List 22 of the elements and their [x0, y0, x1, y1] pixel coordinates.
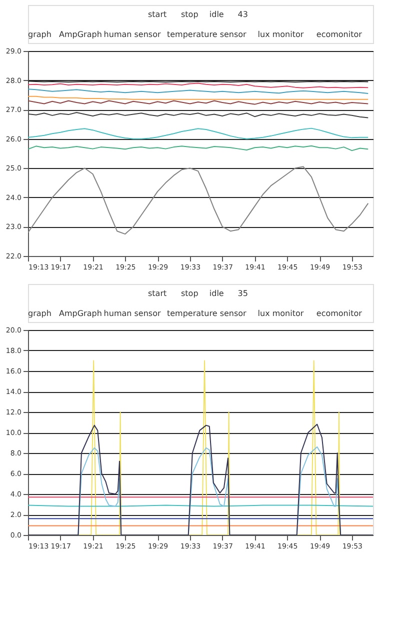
text: AmpGraph: [59, 30, 102, 39]
text: graph: [28, 30, 52, 39]
text: lux monitor: [258, 309, 304, 318]
line-series: [28, 166, 369, 235]
text: graph: [28, 309, 52, 318]
text: idle: [209, 10, 224, 19]
text: human sensor: [104, 30, 162, 39]
text: human sensor: [104, 309, 162, 318]
text: AmpGraph: [59, 309, 102, 318]
text: 43: [238, 10, 248, 19]
line-series: [28, 128, 369, 140]
text: temperature sensor: [167, 30, 248, 39]
text: stop: [181, 10, 198, 19]
text: lux monitor: [258, 30, 304, 39]
text: ecomonitor: [316, 309, 363, 318]
text: ecomonitor: [316, 30, 363, 39]
text: idle: [209, 289, 224, 298]
text: start: [148, 10, 167, 19]
text: temperature sensor: [167, 309, 248, 318]
text: start: [148, 289, 167, 298]
text: stop: [181, 289, 198, 298]
text: 35: [238, 289, 248, 298]
